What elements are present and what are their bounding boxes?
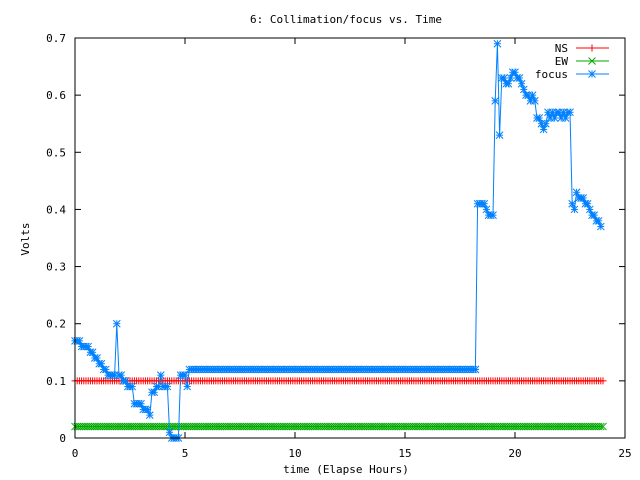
legend-label: NS xyxy=(555,42,568,55)
x-tick-label: 5 xyxy=(182,447,189,460)
data-point xyxy=(84,342,93,351)
legend-label: focus xyxy=(535,68,568,81)
y-tick-label: 0.1 xyxy=(46,375,66,388)
data-point xyxy=(566,108,574,117)
series-ns xyxy=(71,377,607,385)
data-point xyxy=(535,114,544,122)
data-point xyxy=(181,371,189,379)
series-ew xyxy=(71,422,607,431)
y-axis-label: Volts xyxy=(19,222,32,255)
data-point xyxy=(163,382,172,391)
plot-frame xyxy=(74,37,626,439)
x-tick-label: 10 xyxy=(288,447,301,460)
data-point xyxy=(112,319,121,328)
data-point xyxy=(128,382,137,391)
data-point xyxy=(491,97,500,105)
legend-marker xyxy=(588,70,596,78)
data-point xyxy=(596,222,605,231)
data-point xyxy=(500,74,508,82)
y-tick-label: 0 xyxy=(59,432,66,445)
axes: 0 5 10 15 20 25 0 0.1 0.2 0.3 0.4 0.5 0.6 0.7 xyxy=(46,32,632,460)
data-point xyxy=(594,217,603,225)
data-point xyxy=(570,205,579,214)
data-point xyxy=(596,422,605,431)
y-tick-label: 0.5 xyxy=(46,146,66,159)
data-point xyxy=(183,382,192,391)
x-axis-label: time (Elapse Hours) xyxy=(283,463,409,476)
x-tick-label: 0 xyxy=(72,447,79,460)
series-focus xyxy=(71,39,605,442)
y-tick-label: 0.7 xyxy=(46,32,66,45)
y-tick-label: 0.3 xyxy=(46,261,66,274)
data-point xyxy=(489,211,497,219)
data-point xyxy=(599,377,607,385)
data-point xyxy=(145,411,154,419)
x-tick-label: 20 xyxy=(508,447,521,460)
x-tick-label: 25 xyxy=(618,447,631,460)
data-point xyxy=(493,39,502,48)
legend-label: EW xyxy=(555,55,569,68)
y-tick-label: 0.6 xyxy=(46,89,66,102)
data-point xyxy=(471,365,480,374)
x-tick-label: 15 xyxy=(398,447,411,460)
legend-marker xyxy=(588,57,596,65)
legend-marker xyxy=(588,44,596,52)
data-point xyxy=(530,97,539,105)
data-point xyxy=(156,371,165,379)
y-tick-label: 0.4 xyxy=(46,203,66,216)
data-point xyxy=(495,131,504,139)
series-layer xyxy=(71,39,607,442)
y-tick-label: 0.2 xyxy=(46,318,66,331)
chart-title: 6: Collimation/focus vs. Time xyxy=(250,13,442,26)
data-point xyxy=(541,119,550,128)
data-point xyxy=(599,422,607,431)
